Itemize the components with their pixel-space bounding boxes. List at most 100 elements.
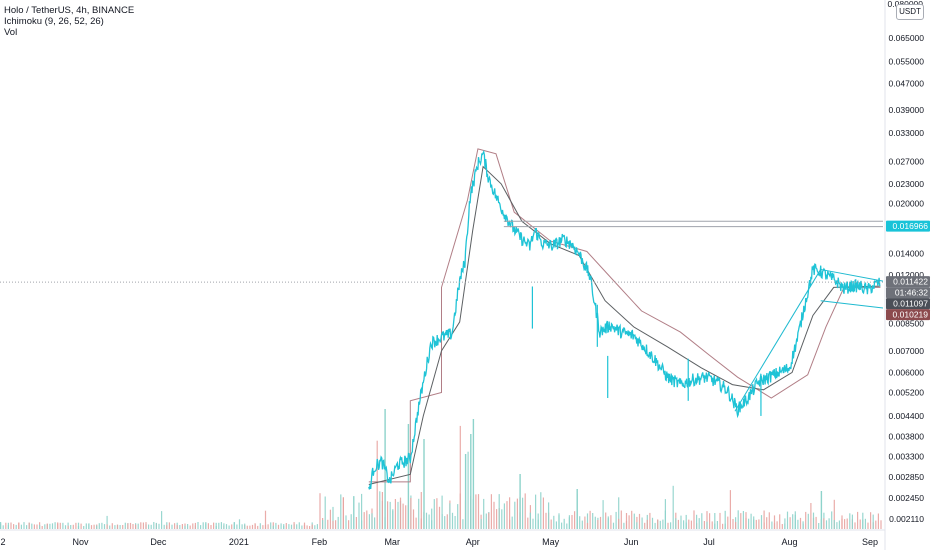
volume-bar bbox=[825, 520, 828, 529]
volume-bar bbox=[342, 497, 344, 529]
volume-bar bbox=[540, 492, 542, 529]
volume-bar bbox=[854, 522, 856, 529]
time-tick-label: Jun bbox=[624, 537, 639, 547]
volume-bar bbox=[106, 515, 108, 529]
volume-bar bbox=[109, 525, 111, 529]
volume-bar bbox=[719, 512, 721, 529]
volume-bar bbox=[750, 513, 752, 529]
volume-bar bbox=[142, 522, 144, 529]
volume-bar bbox=[381, 492, 383, 529]
price-tick-label: 0.033000 bbox=[889, 128, 925, 138]
volume-bar bbox=[288, 524, 290, 529]
volume-bar bbox=[480, 519, 482, 529]
volume-bar bbox=[503, 503, 505, 529]
tenkan-sen-line bbox=[368, 165, 881, 485]
volume-bar bbox=[846, 518, 848, 529]
volume-bar bbox=[277, 524, 280, 529]
volume-bar bbox=[714, 513, 716, 529]
price-tick-label: 0.002850 bbox=[889, 472, 925, 482]
volume-bar bbox=[802, 523, 804, 529]
volume-bar bbox=[838, 520, 840, 529]
price-badge-label: 0.011097 bbox=[893, 299, 928, 309]
volume-bar bbox=[716, 521, 718, 529]
price-badge-dark bbox=[886, 298, 930, 310]
volume-bar bbox=[586, 522, 589, 529]
volume-bar bbox=[592, 513, 594, 529]
volume-bar bbox=[475, 494, 477, 529]
volume-bar bbox=[322, 520, 324, 529]
trendline bbox=[820, 300, 884, 309]
volume-indicator-label[interactable]: Vol bbox=[4, 27, 18, 38]
volume-bar bbox=[241, 524, 243, 529]
volume-bar bbox=[70, 525, 72, 529]
price-tick-label: 0.003300 bbox=[889, 451, 925, 461]
volume-bar bbox=[851, 514, 853, 529]
volume-bar bbox=[438, 506, 441, 529]
volume-bar bbox=[703, 521, 705, 529]
symbol-title[interactable]: Holo / TetherUS, 4h, BINANCE bbox=[4, 5, 135, 16]
volume-bar bbox=[553, 515, 555, 529]
volume-bar bbox=[64, 525, 67, 529]
volume-bar bbox=[189, 525, 191, 529]
volume-bar bbox=[161, 511, 163, 529]
volume-bar bbox=[872, 514, 874, 529]
volume-bar bbox=[376, 440, 378, 529]
price-axis[interactable]: 0.0800000.0650000.0550000.0470000.039000… bbox=[884, 0, 932, 550]
volume-histogram bbox=[0, 409, 882, 529]
volume-bar bbox=[410, 498, 412, 529]
volume-bar bbox=[597, 520, 599, 529]
volume-bar bbox=[205, 523, 207, 529]
volume-bar bbox=[498, 494, 500, 529]
volume-bar bbox=[737, 510, 739, 529]
volume-bar bbox=[644, 522, 646, 529]
price-badge-label: 0.011422 bbox=[893, 277, 928, 287]
volume-bar bbox=[763, 510, 765, 529]
volume-bar bbox=[402, 503, 404, 529]
volume-bar bbox=[563, 518, 565, 529]
volume-bar bbox=[584, 516, 586, 529]
volume-bar bbox=[353, 496, 355, 529]
volume-bar bbox=[399, 497, 402, 529]
volume-bar bbox=[301, 525, 303, 529]
volume-bar bbox=[298, 522, 300, 529]
volume-bar bbox=[729, 490, 731, 529]
volume-bar bbox=[348, 520, 350, 529]
volume-bar bbox=[155, 522, 157, 529]
volume-bar bbox=[145, 522, 147, 529]
volume-bar bbox=[688, 519, 690, 529]
volume-bar bbox=[651, 517, 654, 529]
volume-bar bbox=[724, 523, 726, 529]
volume-bar bbox=[171, 524, 173, 529]
volume-bar bbox=[75, 522, 77, 529]
ichimoku-indicator-label[interactable]: Ichimoku (9, 26, 52, 26) bbox=[4, 16, 104, 27]
volume-bar bbox=[628, 515, 630, 529]
volume-bar bbox=[137, 523, 139, 529]
volume-bar bbox=[220, 522, 222, 529]
volume-bar bbox=[283, 525, 285, 529]
volume-bar bbox=[267, 524, 269, 529]
volume-bar bbox=[875, 520, 877, 529]
volume-bar bbox=[506, 501, 508, 529]
volume-bar bbox=[184, 525, 186, 529]
volume-bar bbox=[257, 525, 259, 529]
volume-bar bbox=[735, 522, 737, 529]
volume-bar bbox=[41, 526, 43, 529]
volume-bar bbox=[812, 512, 815, 529]
volume-bar bbox=[701, 513, 703, 529]
currency-button[interactable]: USDT bbox=[896, 4, 924, 20]
volume-bar bbox=[249, 525, 251, 529]
volume-bar bbox=[709, 513, 711, 529]
volume-bar bbox=[90, 525, 93, 529]
price-badge-gray bbox=[886, 276, 930, 288]
price-tick-label: 0.002110 bbox=[889, 514, 924, 524]
volume-bar bbox=[870, 512, 872, 529]
volume-bar bbox=[773, 515, 776, 529]
volume-bar bbox=[732, 519, 734, 529]
volume-spike bbox=[820, 491, 823, 529]
time-axis[interactable]: 2 Nov Dec 2021 Feb Mar Apr May Jun Jul Aug Sep bbox=[0, 529, 932, 550]
volume-bar bbox=[332, 520, 334, 529]
volume-bar bbox=[828, 518, 830, 529]
volume-bar bbox=[213, 522, 215, 529]
